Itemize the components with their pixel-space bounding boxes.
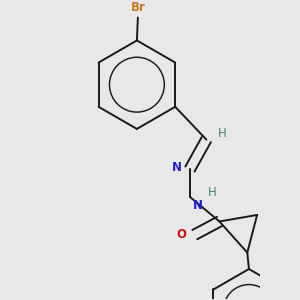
Text: Br: Br (130, 1, 145, 13)
Text: N: N (172, 161, 182, 174)
Text: O: O (177, 228, 187, 241)
Text: H: H (208, 187, 217, 200)
Text: N: N (193, 199, 203, 212)
Text: H: H (218, 127, 226, 140)
